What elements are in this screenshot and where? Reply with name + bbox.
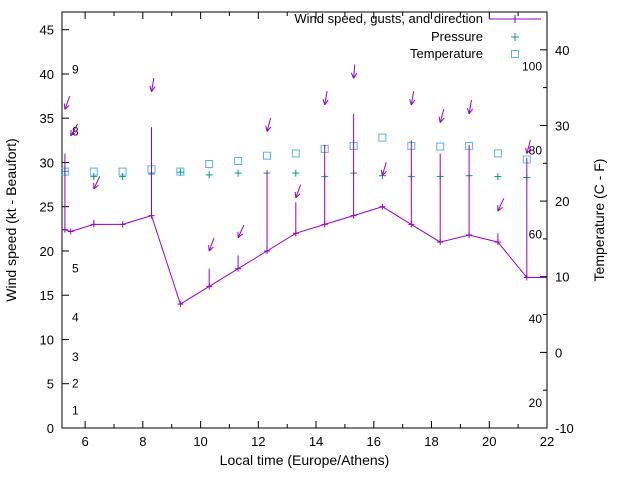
svg-text:Temperature: Temperature bbox=[410, 46, 483, 61]
svg-text:40: 40 bbox=[40, 67, 54, 82]
svg-text:45: 45 bbox=[40, 23, 54, 38]
svg-text:Pressure: Pressure bbox=[431, 29, 483, 44]
svg-text:14: 14 bbox=[309, 434, 323, 449]
svg-text:Temperature (C - F): Temperature (C - F) bbox=[591, 159, 607, 282]
svg-text:30: 30 bbox=[555, 118, 569, 133]
svg-text:18: 18 bbox=[424, 434, 438, 449]
svg-text:9: 9 bbox=[72, 63, 79, 77]
svg-text:4: 4 bbox=[72, 310, 79, 324]
svg-text:10: 10 bbox=[40, 332, 54, 347]
svg-text:30: 30 bbox=[40, 155, 54, 170]
svg-text:6: 6 bbox=[81, 434, 88, 449]
svg-text:Wind speed (kt - Beaufort): Wind speed (kt - Beaufort) bbox=[3, 138, 19, 301]
svg-text:10: 10 bbox=[555, 270, 569, 285]
svg-text:25: 25 bbox=[40, 200, 54, 215]
svg-text:-10: -10 bbox=[555, 421, 574, 436]
svg-text:20: 20 bbox=[40, 244, 54, 259]
svg-text:1: 1 bbox=[72, 403, 79, 417]
svg-text:2: 2 bbox=[72, 377, 79, 391]
svg-text:12: 12 bbox=[251, 434, 265, 449]
svg-text:Wind speed, gusts, and directi: Wind speed, gusts, and direction bbox=[294, 11, 483, 26]
svg-text:60: 60 bbox=[529, 227, 543, 241]
svg-text:15: 15 bbox=[40, 288, 54, 303]
svg-text:5: 5 bbox=[47, 377, 54, 392]
svg-text:40: 40 bbox=[555, 43, 569, 58]
svg-text:8: 8 bbox=[72, 124, 79, 138]
svg-text:Local time (Europe/Athens): Local time (Europe/Athens) bbox=[220, 452, 390, 468]
svg-text:3: 3 bbox=[72, 350, 79, 364]
svg-text:100: 100 bbox=[522, 59, 542, 73]
legend: Wind speed, gusts, and direction Pressure… bbox=[294, 11, 541, 61]
svg-text:16: 16 bbox=[367, 434, 381, 449]
svg-text:10: 10 bbox=[193, 434, 207, 449]
svg-text:20: 20 bbox=[529, 396, 543, 410]
svg-text:0: 0 bbox=[555, 345, 562, 360]
svg-text:20: 20 bbox=[482, 434, 496, 449]
wind-series bbox=[61, 64, 547, 308]
svg-text:8: 8 bbox=[139, 434, 146, 449]
svg-text:0: 0 bbox=[47, 421, 54, 436]
axes: 6 8 10 12 14 16 18 20 22051015202530354045-10010… bbox=[3, 11, 607, 468]
svg-text:22: 22 bbox=[540, 434, 554, 449]
svg-text:35: 35 bbox=[40, 111, 54, 126]
svg-text:40: 40 bbox=[529, 312, 543, 326]
svg-text:5: 5 bbox=[72, 262, 79, 276]
svg-text:80: 80 bbox=[529, 143, 543, 157]
svg-text:20: 20 bbox=[555, 194, 569, 209]
